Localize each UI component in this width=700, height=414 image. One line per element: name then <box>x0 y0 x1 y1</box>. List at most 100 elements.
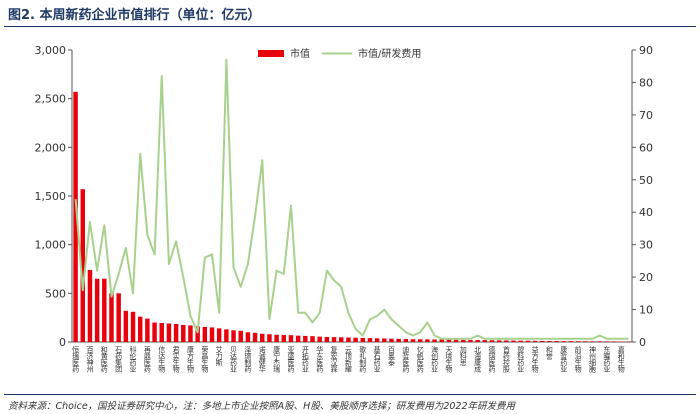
footer-divider <box>4 394 696 395</box>
bar-market-cap <box>130 311 136 342</box>
x-category-label: 科伦药业 <box>129 345 137 373</box>
x-category-label: 云顶新耀 <box>344 346 352 374</box>
bar-market-cap <box>288 335 294 342</box>
bar-market-cap <box>554 341 559 342</box>
bar-market-cap <box>511 340 516 342</box>
x-category-label: 君实生物 <box>172 346 180 374</box>
bar-market-cap <box>432 339 437 342</box>
bar-market-cap <box>109 293 114 342</box>
x-category-label: 加科思 <box>459 345 467 366</box>
bar-market-cap <box>188 325 193 342</box>
bar-market-cap <box>389 338 394 342</box>
x-category-label: 信达生物 <box>158 345 166 374</box>
x-category-label: 复宏汉霖 <box>330 345 338 374</box>
x-category-label: 东曜药业 <box>603 345 611 373</box>
bar-market-cap <box>590 341 595 342</box>
y-right-tick-label: 50 <box>639 174 653 187</box>
x-category-label: 北海康成 <box>474 346 482 374</box>
bar-market-cap <box>374 338 380 342</box>
bar-market-cap <box>267 334 272 342</box>
legend-label-bar: 市值 <box>290 47 310 60</box>
x-category-label: 歌礼制药 <box>359 345 367 374</box>
x-category-label: 首药控股 <box>502 345 510 374</box>
bar-market-cap <box>94 278 100 342</box>
bar-market-cap <box>489 340 495 342</box>
x-category-label: 天境生物 <box>445 346 453 374</box>
bar-market-cap <box>303 335 308 342</box>
bar-market-cap <box>281 334 287 342</box>
bar-market-cap <box>331 337 337 342</box>
bar-market-cap <box>568 341 574 342</box>
figure-title: 图2. 本周新药企业市值排行（单位：亿元） <box>8 8 261 23</box>
y-left-tick-label: 500 <box>45 287 66 300</box>
line-cap-to-rd-ratio <box>74 58 629 340</box>
y-right-tick-label: 30 <box>639 239 653 252</box>
x-category-label: 康方生物 <box>186 345 194 374</box>
bar-market-cap <box>317 336 322 342</box>
bar-market-cap <box>260 333 265 342</box>
bar-market-cap <box>209 327 215 342</box>
bar-market-cap <box>396 338 401 342</box>
bar-market-cap <box>468 339 473 342</box>
bar-market-cap <box>324 336 330 342</box>
x-category-label: 海创药业 <box>431 345 439 373</box>
x-category-label: 基石药业 <box>373 345 381 373</box>
source-note: 资料来源：Choice，国投证券研究中心，注：多地上市企业按照A股、H股、美股顺… <box>8 401 515 412</box>
x-category-label: 百济神州 <box>86 346 94 373</box>
title-divider <box>4 26 696 27</box>
y-right-tick-label: 10 <box>639 304 653 317</box>
bar-market-cap <box>202 326 208 342</box>
bar-market-cap <box>102 278 107 342</box>
y-right-tick-label: 20 <box>639 271 653 284</box>
bar-market-cap <box>482 340 488 342</box>
x-category-label: 泽璟制药 <box>244 346 252 374</box>
y-left-tick-label: 2,500 <box>35 93 67 106</box>
bar-market-cap <box>195 326 200 342</box>
bar-market-cap <box>518 340 523 342</box>
bar-market-cap <box>583 341 588 342</box>
bar-market-cap <box>575 341 581 342</box>
bar-market-cap <box>461 339 466 342</box>
bar-market-cap <box>360 337 365 342</box>
x-category-label: 华东医药 <box>316 345 324 374</box>
bar-market-cap <box>181 324 186 342</box>
y-left-tick-label: 1,000 <box>35 239 67 252</box>
bar-market-cap <box>310 336 315 342</box>
bar-market-cap <box>346 337 351 342</box>
market-cap-chart: 0 500 1,000 1,500 2,000 2,500 3,000 0 10 20 30 40 50… <box>35 44 654 374</box>
x-category-label: 贝达药业 <box>230 346 238 373</box>
y-right-tick-label: 90 <box>639 44 653 57</box>
x-category-label: 和黄医药 <box>100 345 108 374</box>
bar-market-cap <box>403 339 409 342</box>
x-category-label: 诺诚健华 <box>258 345 266 374</box>
y-right-tick-label: 70 <box>639 109 653 122</box>
y-left-tick-label: 0 <box>59 336 66 349</box>
y-right-tick-label: 80 <box>639 76 653 89</box>
bar-market-cap <box>540 340 545 342</box>
figure-header: 图2. 本周新药企业市值排行（单位：亿元） <box>0 0 700 27</box>
bar-market-cap <box>382 338 387 342</box>
x-category-label: 恒瑞医药 <box>72 345 80 374</box>
bar-market-cap <box>417 339 423 342</box>
y-left-tick-label: 2,000 <box>35 141 67 154</box>
bar-market-cap <box>604 341 610 342</box>
x-category-label: 再鼎医药 <box>143 346 151 374</box>
bar-market-cap <box>410 339 416 342</box>
x-category-label: 百奥泰 <box>387 346 395 366</box>
x-category-label: 康宁杰瑞 <box>273 345 281 373</box>
bar-market-cap <box>73 91 78 342</box>
bar-market-cap <box>116 293 121 342</box>
bar-market-cap <box>525 340 531 342</box>
y-right-tick-label: 60 <box>639 141 653 154</box>
legend-swatch-bar <box>258 50 284 57</box>
bar-market-cap <box>123 310 129 342</box>
y-left-tick-label: 1,500 <box>35 190 67 203</box>
bar-market-cap <box>137 316 143 342</box>
bar-market-cap <box>611 341 617 342</box>
x-category-label: 亿帆医药 <box>416 345 424 374</box>
bar-market-cap <box>231 330 236 342</box>
x-category-label: 前沿生物 <box>574 345 582 374</box>
bar-market-cap <box>295 335 301 342</box>
bar-market-cap <box>245 332 251 342</box>
bar-market-cap <box>166 323 172 342</box>
